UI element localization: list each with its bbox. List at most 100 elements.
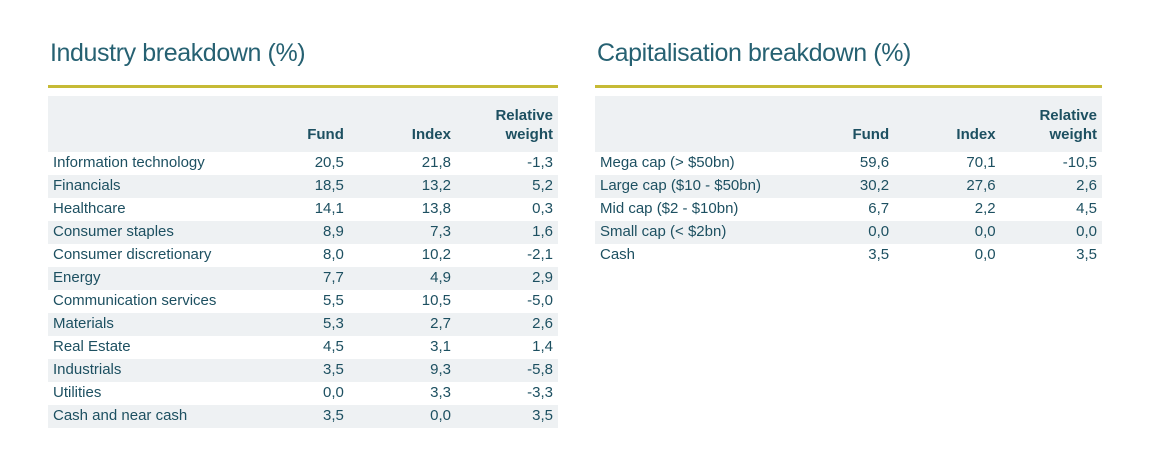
- row-label: Small cap (< $2bn): [600, 223, 727, 240]
- row-value: 13,2: [421, 177, 451, 194]
- capitalisation-breakdown-table: Fund Index Relative weight Mega cap (> $…: [595, 95, 1102, 267]
- row-value: 2,7: [430, 315, 451, 332]
- row-label: Materials: [53, 315, 114, 332]
- table-row: Cash 3,5 0,0 3,5: [595, 244, 1102, 267]
- row-value: 2,6: [1076, 177, 1097, 194]
- row-value: 3,5: [868, 246, 890, 263]
- capitalisation-section-title: Capitalisation breakdown (%): [597, 39, 911, 67]
- row-value: 20,5: [314, 154, 344, 171]
- row-value: 7,3: [430, 223, 451, 240]
- industry-section-title: Industry breakdown (%): [50, 39, 306, 67]
- factsheet-breakdown-panel: Industry breakdown (%) Fund Index Relati…: [48, 39, 1102, 428]
- industry-table-body: Information technology 20,5 21,8 -1,3 Financ…: [48, 152, 558, 428]
- row-value: 0,0: [974, 223, 996, 240]
- table-row: Energy 7,7 4,9 2,9: [48, 266, 558, 290]
- row-label: Consumer discretionary: [53, 246, 212, 263]
- row-label: Information technology: [53, 154, 205, 171]
- row-value: 10,2: [421, 246, 451, 263]
- row-value: 59,6: [859, 154, 890, 171]
- row-value: 70,1: [966, 154, 996, 171]
- row-value: 2,9: [532, 269, 553, 286]
- capitalisation-breakdown-section: Capitalisation breakdown (%) Fund Index …: [595, 39, 1102, 428]
- row-value: 0,0: [430, 407, 451, 424]
- industry-breakdown-table: Fund Index Relative weight Information t…: [48, 95, 558, 428]
- row-value: 4,5: [323, 338, 344, 355]
- row-value: -5,0: [527, 292, 553, 309]
- row-value: 0,0: [323, 384, 344, 401]
- row-value: 3,5: [323, 407, 344, 424]
- row-value: 3,5: [323, 361, 344, 378]
- row-value: 8,0: [323, 246, 344, 263]
- row-value: -5,8: [527, 361, 553, 378]
- row-value: 1,6: [532, 223, 553, 240]
- row-value: 0,3: [532, 200, 553, 217]
- industry-breakdown-section: Industry breakdown (%) Fund Index Relati…: [48, 39, 558, 428]
- column-header-fund: Fund: [787, 95, 895, 152]
- row-value: 6,7: [868, 200, 890, 217]
- column-header-category: [595, 95, 788, 152]
- row-value: 3,5: [1076, 246, 1097, 263]
- row-value: 18,5: [314, 177, 344, 194]
- row-value: 4,5: [1076, 200, 1097, 217]
- row-value: 7,7: [323, 269, 344, 286]
- table-header-row: Fund Index Relative weight: [48, 95, 558, 152]
- row-label: Consumer staples: [53, 223, 174, 240]
- column-header-relative-weight: Relative weight: [455, 95, 558, 152]
- row-value: 1,4: [532, 338, 553, 355]
- table-row: Large cap ($10 - $50bn) 30,2 27,6 2,6: [595, 174, 1102, 198]
- row-value: 0,0: [974, 246, 996, 263]
- row-value: -2,1: [527, 246, 553, 263]
- row-value: 10,5: [421, 292, 451, 309]
- table-row: Small cap (< $2bn) 0,0 0,0 0,0: [595, 220, 1102, 244]
- column-header-fund: Fund: [241, 95, 349, 152]
- row-label: Financials: [53, 177, 121, 194]
- row-label: Industrials: [53, 361, 122, 378]
- row-label: Utilities: [53, 384, 102, 401]
- table-row: Mid cap ($2 - $10bn) 6,7 2,2 4,5: [595, 198, 1102, 221]
- row-value: 9,3: [430, 361, 451, 378]
- row-value: 14,1: [314, 200, 344, 217]
- table-row: Materials 5,3 2,7 2,6: [48, 312, 558, 336]
- row-label: Cash and near cash: [53, 407, 188, 424]
- table-row: Industrials 3,5 9,3 -5,8: [48, 358, 558, 382]
- row-value: -1,3: [527, 154, 553, 171]
- row-value: 0,0: [868, 223, 890, 240]
- row-label: Energy: [53, 269, 101, 286]
- row-label: Healthcare: [53, 200, 126, 217]
- row-value: 2,6: [532, 315, 553, 332]
- capitalisation-table-body: Mega cap (> $50bn) 59,6 70,1 -10,5 Large cap…: [595, 152, 1102, 267]
- table-row: Real Estate 4,5 3,1 1,4: [48, 336, 558, 359]
- table-row: Utilities 0,0 3,3 -3,3: [48, 382, 558, 405]
- row-value: 5,5: [323, 292, 344, 309]
- table-row: Consumer discretionary 8,0 10,2 -2,1: [48, 244, 558, 267]
- accent-divider: [48, 84, 558, 88]
- row-value: 3,5: [532, 407, 553, 424]
- row-value: 2,2: [974, 200, 996, 217]
- row-label: Real Estate: [53, 338, 131, 355]
- table-row: Cash and near cash 3,5 0,0 3,5: [48, 404, 558, 428]
- row-value: 5,2: [532, 177, 553, 194]
- column-header-category: [48, 95, 242, 152]
- table-row: Healthcare 14,1 13,8 0,3: [48, 198, 558, 221]
- row-value: 5,3: [323, 315, 344, 332]
- row-value: 27,6: [966, 177, 996, 194]
- accent-divider: [595, 84, 1102, 88]
- row-label: Mid cap ($2 - $10bn): [600, 200, 739, 217]
- row-value: 3,1: [430, 338, 451, 355]
- column-header-index: Index: [348, 95, 456, 152]
- table-row: Communication services 5,5 10,5 -5,0: [48, 290, 558, 313]
- row-value: 21,8: [421, 154, 451, 171]
- column-header-index: Index: [894, 95, 1001, 152]
- row-value: 30,2: [859, 177, 890, 194]
- row-value: -10,5: [1062, 154, 1097, 171]
- row-value: -3,3: [527, 384, 553, 401]
- row-label: Cash: [600, 246, 636, 263]
- table-row: Mega cap (> $50bn) 59,6 70,1 -10,5: [595, 152, 1102, 175]
- row-value: 8,9: [323, 223, 344, 240]
- row-value: 4,9: [430, 269, 451, 286]
- row-value: 13,8: [421, 200, 451, 217]
- table-row: Consumer staples 8,9 7,3 1,6: [48, 220, 558, 244]
- column-header-relative-weight: Relative weight: [1000, 95, 1102, 152]
- table-row: Financials 18,5 13,2 5,2: [48, 174, 558, 198]
- row-value: 0,0: [1076, 223, 1097, 240]
